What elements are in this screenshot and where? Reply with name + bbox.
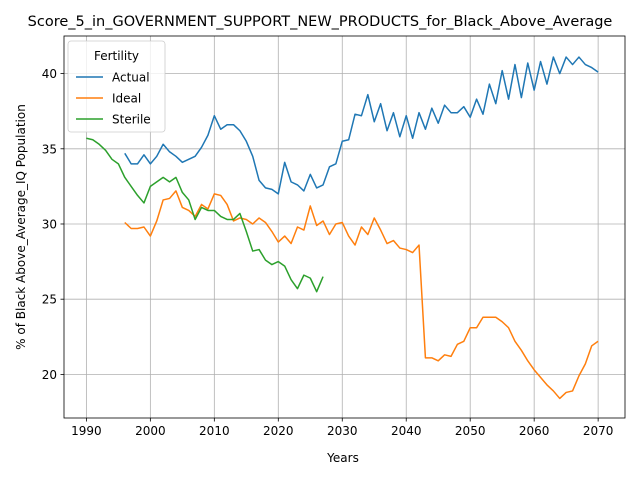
y-tick-label: 40 (42, 67, 57, 81)
x-tick-label: 2050 (455, 424, 486, 438)
legend-label-sterile: Sterile (112, 113, 151, 127)
legend-box (67, 40, 166, 133)
x-tick-label: 2000 (135, 424, 166, 438)
plot-series (86, 56, 599, 400)
x-tick-label: 2020 (263, 424, 294, 438)
x-axis: 1990 2000 2010 2020 2030 2040 2050 2060 2070 (71, 418, 613, 438)
y-tick-label: 30 (42, 217, 57, 231)
y-tick-label: 20 (42, 368, 57, 382)
x-tick-label: 1990 (71, 424, 102, 438)
x-tick-label: 2040 (391, 424, 422, 438)
y-tick-label: 25 (42, 293, 57, 307)
series-line-sterile (86, 137, 324, 293)
chart-title: Score_5_in_GOVERNMENT_SUPPORT_NEW_PRODUC… (28, 14, 613, 30)
x-tick-label: 2030 (327, 424, 358, 438)
series-line-ideal (124, 190, 599, 400)
y-axis-label: % of Black Above_Average_IQ Population (14, 104, 28, 350)
series-line-actual (124, 56, 599, 195)
legend-label-actual: Actual (112, 71, 150, 85)
y-tick-label: 35 (42, 142, 57, 156)
grid (64, 36, 625, 418)
legend-title: Fertility (94, 49, 139, 63)
plot-frame (63, 35, 626, 419)
legend-label-ideal: Ideal (112, 92, 141, 106)
x-axis-label: Years (326, 451, 359, 465)
x-tick-label: 2070 (583, 424, 614, 438)
legend: Fertility Actual Ideal Sterile (67, 40, 166, 133)
x-tick-label: 2010 (199, 424, 230, 438)
x-tick-label: 2060 (519, 424, 550, 438)
y-axis: 20 25 30 35 40 (42, 67, 64, 382)
